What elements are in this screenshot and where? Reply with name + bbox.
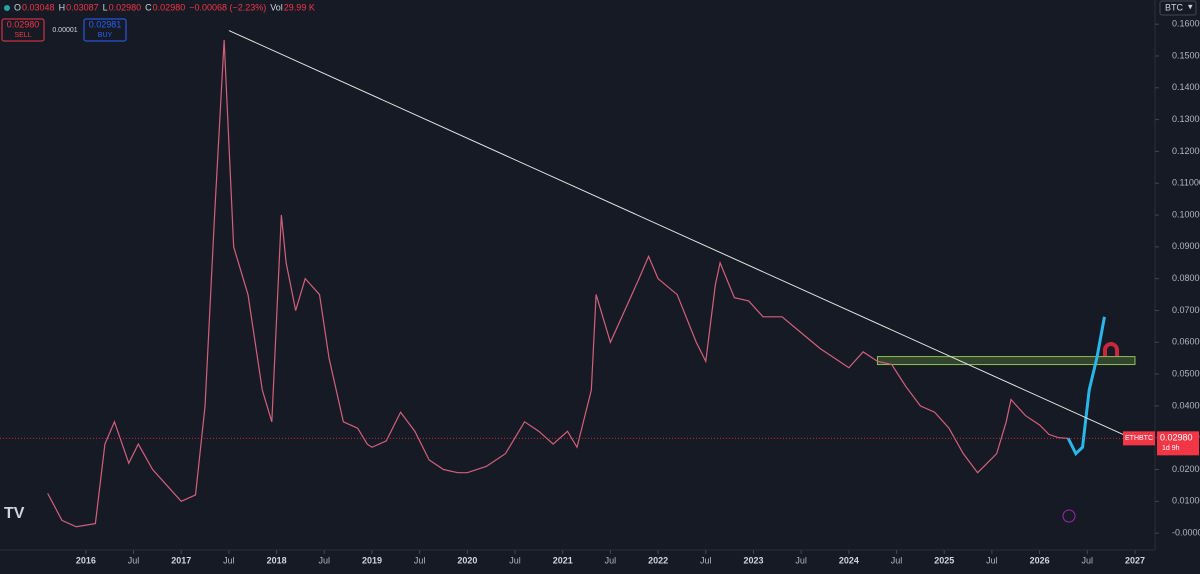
logo: TV xyxy=(4,505,25,522)
ohlc-value: 0.03087 xyxy=(66,2,99,12)
y-tick-label: -0.00000 xyxy=(1172,528,1200,538)
x-tick-label: Jul xyxy=(128,555,140,565)
x-tick-label: 2021 xyxy=(553,555,573,565)
lightning-icon[interactable] xyxy=(1062,509,1076,523)
buy-price: 0.02981 xyxy=(89,19,122,29)
magnet xyxy=(1103,342,1119,356)
vol-value: 29.99 K xyxy=(284,2,315,12)
x-tick-label: 2019 xyxy=(362,555,382,565)
ohlc-label: H xyxy=(59,2,66,12)
tv-logo: TV xyxy=(4,505,25,522)
x-tick-label: Jul xyxy=(605,555,617,565)
dropdown-arrow: ▾ xyxy=(1188,1,1193,11)
buy-box[interactable] xyxy=(83,18,127,42)
spread: 0.00001 xyxy=(52,27,77,34)
x-tick-label: 2026 xyxy=(1030,555,1050,565)
x-tick-label: Jul xyxy=(700,555,712,565)
sell-button[interactable]: 0.02980 SELL xyxy=(1,18,45,42)
x-tick-label: 2027 xyxy=(1125,555,1145,565)
ohlc-value: 0.02980 xyxy=(153,2,186,12)
x-tick-label: Jul xyxy=(986,555,998,565)
sell-box[interactable] xyxy=(1,18,45,42)
x-tick-label: 2018 xyxy=(267,555,287,565)
header: O 0.03048 H 0.03087 L 0.02980 C 0.02980 −0.00068… xyxy=(4,2,315,12)
x-tick-label: Jul xyxy=(509,555,521,565)
x-tick-label: Jul xyxy=(795,555,807,565)
change: −0.00068 (−2.23%) xyxy=(189,2,266,12)
price-tag xyxy=(1157,431,1199,456)
plot xyxy=(47,30,1136,528)
countdown: 1d 9h xyxy=(1162,445,1180,452)
y-tick-label: 0.01000 xyxy=(1172,496,1200,506)
projection-line xyxy=(1066,316,1106,457)
x-tick-label: Jul xyxy=(414,555,426,565)
x-tick-label: Jul xyxy=(223,555,235,565)
x-tick-label: 2017 xyxy=(171,555,191,565)
x-tick-label: 2022 xyxy=(648,555,668,565)
price-label: 0.02980 xyxy=(1160,433,1193,443)
symbol-tag xyxy=(1123,431,1155,446)
symbol-label: ETHBTC xyxy=(1125,435,1153,442)
trendline xyxy=(228,30,1131,439)
vol-label: Vol xyxy=(270,2,283,12)
x-tick-label: 2016 xyxy=(76,555,96,565)
x-tick-label: Jul xyxy=(1082,555,1094,565)
x-tick-label: Jul xyxy=(891,555,903,565)
sell-label: SELL xyxy=(14,32,31,39)
currency: BTC xyxy=(1165,2,1184,12)
status-dot xyxy=(4,5,10,11)
x-tick-label: 2020 xyxy=(457,555,477,565)
ohlc-label: L xyxy=(103,2,108,12)
sell-price: 0.02980 xyxy=(7,19,40,29)
ohlc-label: C xyxy=(145,2,152,12)
magnet-icon xyxy=(1103,342,1119,356)
currency-dropdown[interactable]: BTC ▾ xyxy=(1159,0,1197,16)
ohlc-value: 0.03048 xyxy=(22,2,55,12)
price-line xyxy=(47,40,1069,528)
zone xyxy=(876,356,1136,366)
ohlc-label: O xyxy=(14,2,21,12)
currency-box[interactable] xyxy=(1159,0,1197,16)
buy-label: BUY xyxy=(98,32,113,39)
ohlc-value: 0.02980 xyxy=(109,2,142,12)
x-tick-label: 2024 xyxy=(839,555,859,565)
x-tick-label: Jul xyxy=(319,555,331,565)
x-tick-label: 2025 xyxy=(934,555,954,565)
buy-button[interactable]: 0.02981 BUY xyxy=(83,18,127,42)
x-tick-label: 2023 xyxy=(743,555,763,565)
